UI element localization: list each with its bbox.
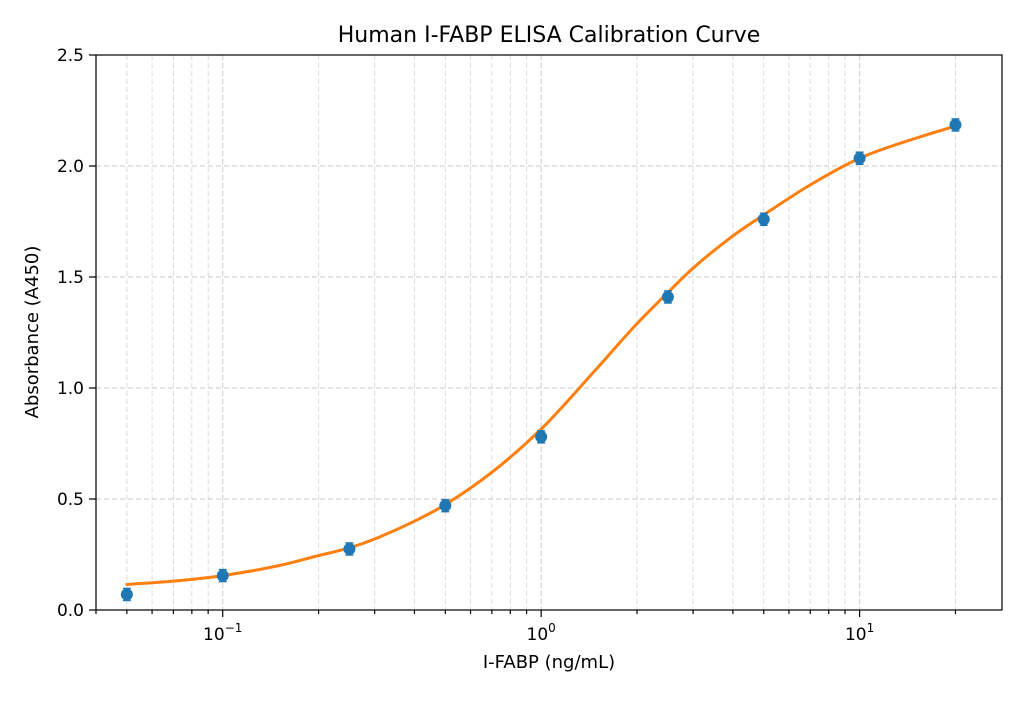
y-tick-label: 2.5 [57, 46, 84, 66]
plot-frame [95, 54, 1003, 611]
data-point [343, 542, 356, 555]
y-tick-label: 1.5 [57, 268, 84, 288]
data-point [757, 213, 770, 226]
data-point [535, 430, 548, 443]
data-point [439, 499, 452, 512]
fit-curve-line [125, 124, 957, 586]
y-tick-label: 0.5 [57, 490, 84, 510]
chart-title: Human I-FABP ELISA Calibration Curve [338, 23, 760, 48]
fit-curve-layer [125, 124, 957, 586]
y-tick-label: 2.0 [57, 157, 84, 177]
axis-ticks: 10−1 100 101 0.0 0.5 1.0 1.5 2.0 2.5 [57, 46, 957, 645]
x-axis-label: I-FABP (ng/mL) [483, 652, 615, 673]
grid-lines [95, 54, 1002, 611]
x-tick-label: 101 [845, 621, 874, 645]
y-tick-label: 0.0 [57, 601, 84, 621]
data-point [661, 290, 674, 303]
data-point [853, 152, 866, 165]
data-points-layer [120, 118, 962, 602]
data-point [949, 118, 962, 131]
x-tick-label: 100 [527, 621, 556, 645]
data-point [120, 588, 133, 601]
y-tick-label: 1.0 [57, 379, 84, 399]
x-tick-label: 10−1 [203, 621, 242, 645]
y-axis-label: Absorbance (A450) [22, 246, 43, 419]
data-point [216, 569, 229, 582]
